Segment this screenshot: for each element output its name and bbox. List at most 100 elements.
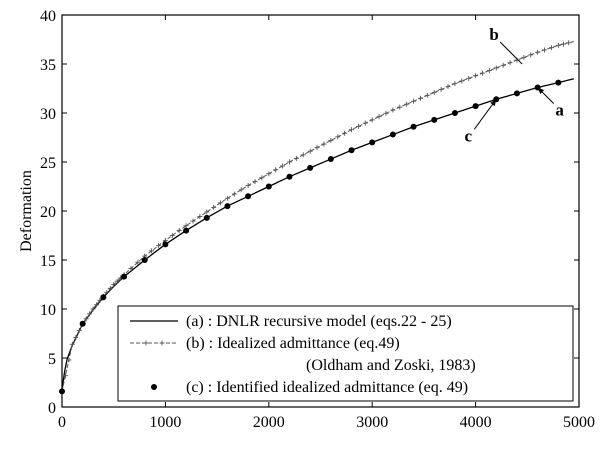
- series-c-point: [79, 320, 86, 327]
- series-b-plus-marker: [266, 171, 272, 177]
- series-b-plus-marker: [156, 243, 162, 249]
- y-tick-label: 5: [48, 351, 56, 368]
- x-tick-label: 5000: [563, 414, 595, 431]
- series-b-plus-marker: [542, 47, 548, 53]
- legend: (a) : DNLR recursive model (eqs.22 - 25)…: [117, 305, 574, 402]
- series-b-plus-marker: [376, 114, 382, 120]
- legend-box: [117, 305, 574, 402]
- series-c-point: [121, 273, 128, 280]
- series-b-plus-marker: [69, 341, 75, 347]
- legend-entry-b: (b) : Idealized admittance (eq.49): [186, 335, 400, 352]
- x-tick-label: 1000: [149, 414, 181, 431]
- series-c-point: [555, 79, 562, 86]
- series-c-point: [431, 116, 438, 123]
- series-b-plus-marker: [438, 86, 444, 92]
- series-b-plus-marker: [362, 120, 368, 126]
- series-b-plus-marker: [176, 228, 182, 234]
- series-b-plus-marker: [560, 41, 566, 47]
- series-b-plus-marker: [104, 289, 110, 295]
- axis-ticks: 0 1000 2000 3000 4000 5000 0 5 10 15 20 25 30 35 40: [40, 8, 595, 431]
- series-b-plus-marker: [349, 127, 355, 133]
- y-tick-label: 10: [40, 302, 56, 319]
- series-b-plus-marker: [87, 311, 93, 317]
- y-tick-label: 0: [48, 400, 56, 417]
- series-c-point: [141, 257, 148, 263]
- y-tick-label: 30: [40, 106, 56, 123]
- series-b-plus-marker: [486, 68, 492, 74]
- series-c-point: [203, 214, 210, 221]
- series-b-plus-marker: [218, 200, 224, 206]
- legend-swatch-c: [151, 384, 157, 390]
- series-c-point: [183, 227, 190, 234]
- series-b-plus-marker: [431, 89, 437, 95]
- series-b-plus-marker: [183, 223, 189, 229]
- series-b-plus-marker: [445, 84, 451, 90]
- series-c-point: [59, 388, 65, 395]
- series-b-plus-marker: [111, 282, 117, 287]
- series-c-point: [348, 147, 355, 154]
- series-b-plus-marker: [238, 187, 244, 193]
- legend-entry-c: (c) : Identified idealized admittance (e…: [186, 379, 468, 396]
- series-layer: [59, 40, 574, 395]
- series-c-point: [224, 203, 231, 210]
- y-axis-label: Deformation: [18, 170, 35, 252]
- series-c-point: [472, 103, 479, 110]
- series-b-plus-marker: [452, 81, 458, 87]
- series-c-point: [100, 294, 107, 301]
- x-tick-label: 4000: [460, 414, 492, 431]
- series-b-plus-marker: [73, 334, 79, 340]
- series-b-plus-marker: [252, 179, 258, 185]
- series-b-plus-marker: [479, 70, 485, 76]
- series-b-plus-marker: [411, 98, 417, 104]
- series-b-plus-marker: [548, 45, 554, 51]
- series-b-plus-marker: [335, 134, 341, 140]
- series-b-plus-marker: [300, 152, 306, 158]
- y-tick-label: 40: [40, 8, 56, 25]
- series-b-plus-marker: [169, 233, 175, 238]
- series-b-plus-marker: [97, 298, 103, 304]
- series-b-plus-marker: [355, 123, 361, 129]
- series-b-plus-marker: [383, 110, 389, 116]
- series-b-plus-marker: [114, 278, 120, 284]
- annotation-label-a: a: [555, 101, 564, 120]
- annotation-arrowhead-c: [490, 99, 497, 107]
- annotation-label-b: b: [489, 25, 498, 44]
- series-b-plus-marker: [328, 137, 334, 143]
- series-b-plus-marker: [369, 117, 375, 123]
- series-c-point: [245, 193, 252, 200]
- annotation-arrowhead-a: [537, 87, 545, 95]
- series-b-plus-marker: [231, 191, 237, 197]
- series-b-plus-marker: [286, 159, 292, 165]
- series-c-point: [265, 183, 272, 190]
- series-c-point: [389, 131, 396, 138]
- series-b-plus-marker: [149, 248, 155, 254]
- series-b-plus-marker: [528, 52, 534, 58]
- series-b-plus-marker: [459, 78, 465, 84]
- series-b-plus-marker: [507, 60, 513, 66]
- series-b-plus-marker: [273, 167, 279, 173]
- y-tick-label: 25: [40, 155, 56, 172]
- series-c-point: [307, 164, 314, 171]
- series-b-plus-marker: [466, 75, 472, 81]
- x-tick-label: 3000: [356, 414, 388, 431]
- annotations: b a c: [465, 25, 565, 145]
- series-b-plus-marker: [535, 49, 541, 55]
- series-b-plus-marker: [342, 130, 348, 136]
- series-c-point: [451, 110, 458, 116]
- series-b-plus-marker: [245, 183, 251, 189]
- series-b-plus-marker: [76, 328, 82, 334]
- series-b-plus-marker: [493, 65, 499, 71]
- series-b-plus-marker: [417, 95, 423, 101]
- legend-entry-b-line2: (Oldham and Zoski, 1983): [306, 357, 476, 374]
- series-b-plus-marker: [66, 357, 72, 363]
- series-b-plus-marker: [404, 101, 410, 107]
- series-c-point: [327, 156, 334, 163]
- series-b-plus-marker: [211, 204, 217, 210]
- annotation-label-c: c: [465, 126, 473, 145]
- series-b-plus-marker: [107, 285, 113, 291]
- series-c-point: [513, 90, 520, 97]
- series-b-plus-marker: [500, 62, 506, 68]
- series-b-plus-marker: [307, 148, 313, 154]
- series-b-plus-marker: [62, 373, 68, 379]
